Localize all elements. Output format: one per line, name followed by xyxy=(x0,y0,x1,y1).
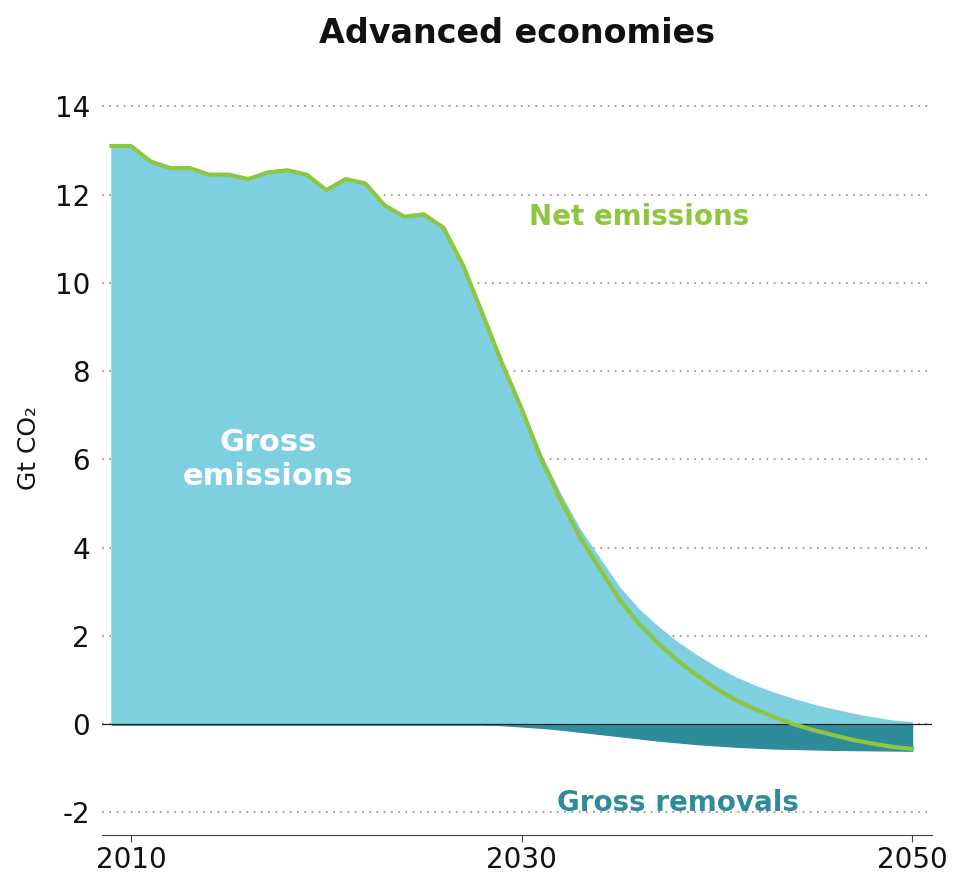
Text: Gross
emissions: Gross emissions xyxy=(183,428,353,491)
Text: Net emissions: Net emissions xyxy=(528,202,749,231)
Y-axis label: Gt CO₂: Gt CO₂ xyxy=(16,406,41,490)
Text: Gross removals: Gross removals xyxy=(556,789,799,817)
Title: Advanced economies: Advanced economies xyxy=(319,17,715,50)
